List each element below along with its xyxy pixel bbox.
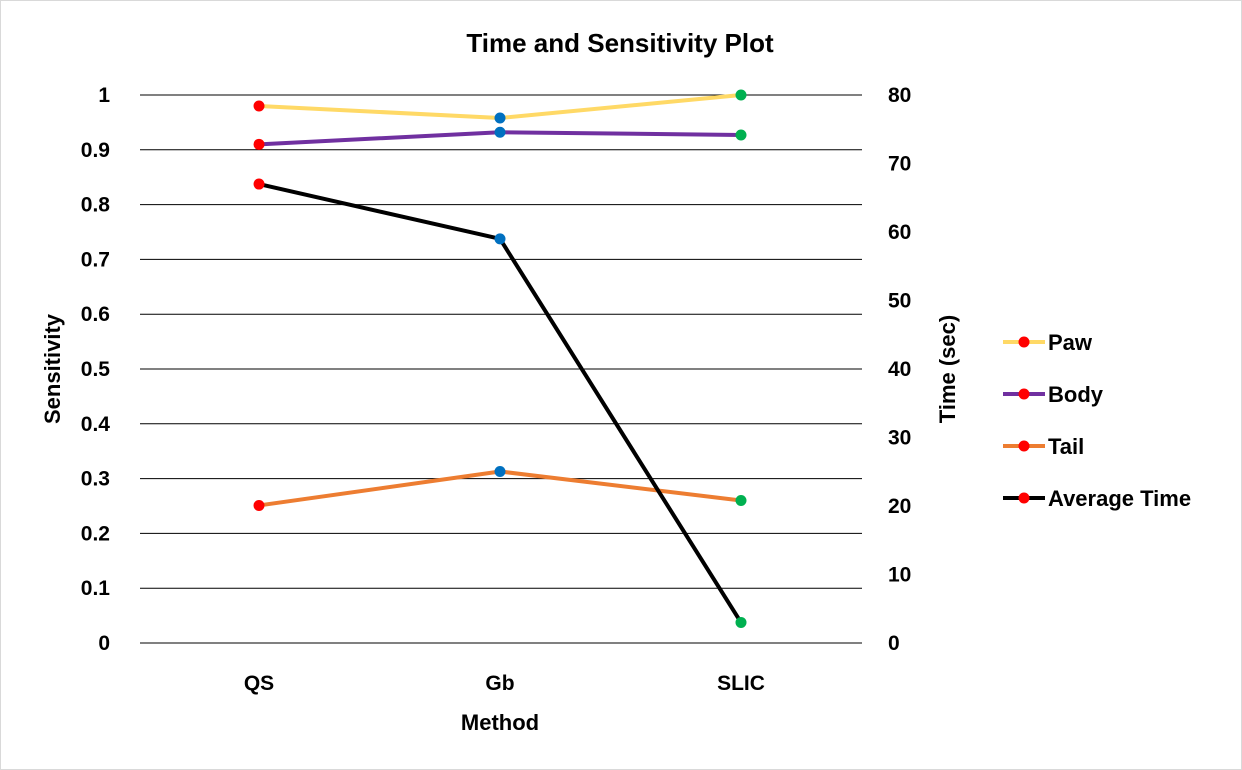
x-tick-label: Gb	[485, 672, 514, 695]
series-line-average-time	[257, 182, 743, 625]
y-tick-label: 0.8	[81, 194, 111, 217]
left-axis-ticks: 0 0.1 0.2 0.3 0.4 0.5 0.6 0.7 0.8 0.9 1	[81, 84, 111, 655]
data-point-average-time	[494, 233, 506, 245]
y-tick-label: 0.7	[81, 248, 110, 271]
y-tick-label: 0.4	[81, 413, 111, 436]
legend-marker	[1018, 492, 1030, 504]
y2-tick-label: 80	[888, 84, 911, 107]
y2-axis-label: Time (sec)	[935, 315, 960, 423]
data-point-body	[494, 126, 506, 138]
right-axis-ticks: 0 10 20 30 40 50 60 70 80	[888, 84, 911, 655]
legend-marker	[1018, 336, 1030, 348]
x-tick-label: SLIC	[717, 672, 765, 695]
legend-marker	[1018, 440, 1030, 452]
series-markers	[253, 89, 747, 628]
y-tick-label: 0.5	[81, 358, 111, 381]
gridlines	[140, 94, 862, 644]
y-tick-label: 0	[98, 632, 110, 655]
x-axis-label: Method	[461, 710, 539, 735]
y2-tick-label: 0	[888, 632, 900, 655]
series-lines	[257, 93, 743, 625]
data-point-body	[253, 138, 265, 150]
data-point-paw	[253, 100, 265, 112]
y-tick-label: 1	[98, 84, 110, 107]
y-tick-label: 0.1	[81, 577, 111, 600]
legend: Paw Body Tail Average Time	[1003, 330, 1191, 511]
y2-tick-label: 70	[888, 153, 911, 176]
data-point-body	[735, 129, 747, 141]
y-tick-label: 0.3	[81, 468, 110, 491]
legend-marker	[1018, 388, 1030, 400]
chart-title: Time and Sensitivity Plot	[466, 28, 774, 58]
y2-tick-label: 20	[888, 495, 911, 518]
data-point-tail	[735, 495, 747, 507]
y2-tick-label: 10	[888, 564, 911, 587]
data-point-tail	[494, 465, 506, 477]
legend-label: Body	[1048, 382, 1104, 407]
legend-label: Average Time	[1048, 486, 1191, 511]
data-point-tail	[253, 499, 265, 511]
y-tick-label: 0.9	[81, 139, 110, 162]
data-point-average-time	[253, 178, 265, 190]
y2-tick-label: 50	[888, 290, 911, 313]
data-point-paw	[735, 89, 747, 101]
x-axis-ticks: QS Gb SLIC	[244, 672, 765, 695]
y2-tick-label: 60	[888, 221, 911, 244]
y2-tick-label: 30	[888, 427, 911, 450]
y-axis-label: Sensitivity	[40, 313, 65, 424]
data-point-paw	[494, 112, 506, 124]
y-tick-label: 0.2	[81, 522, 110, 545]
legend-label: Paw	[1048, 330, 1093, 355]
data-point-average-time	[735, 616, 747, 628]
legend-label: Tail	[1048, 434, 1084, 459]
x-tick-label: QS	[244, 672, 274, 695]
y2-tick-label: 40	[888, 358, 911, 381]
y-tick-label: 0.6	[81, 303, 110, 326]
